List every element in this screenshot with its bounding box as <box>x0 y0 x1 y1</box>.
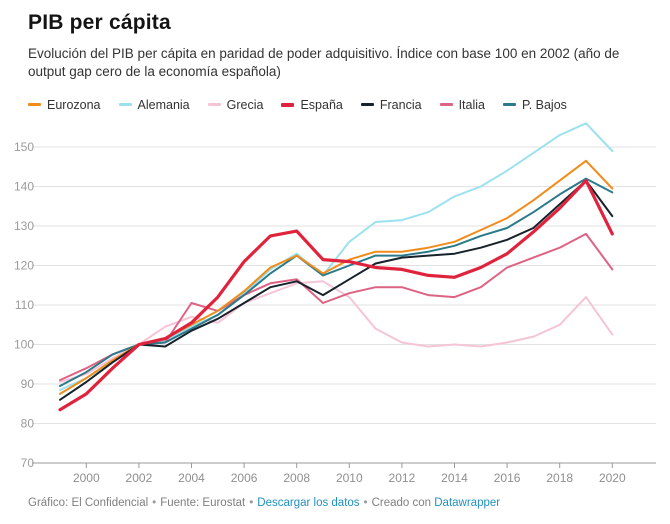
footer-separator: • <box>249 496 254 509</box>
footer: Gráfico: El Confidencial • Fuente: Eurosta… <box>28 497 670 509</box>
datawrapper-link[interactable]: Datawrapper <box>434 496 501 509</box>
x-axis-label: 2000 <box>73 471 100 485</box>
legend-label: España <box>300 97 343 112</box>
footer-created-with: Creado con <box>371 496 432 509</box>
x-axis-label: 2018 <box>546 471 573 485</box>
y-axis-label: 150 <box>14 140 34 154</box>
legend-item-italia: Italia <box>439 97 485 112</box>
chart-card: PIB per cápita Evolución del PIB per cáp… <box>14 11 670 509</box>
series-line-espana <box>58 178 614 411</box>
y-gridlines: 70 80 90 100 110 120 130 140 150 <box>14 140 656 470</box>
legend-swatch <box>439 103 453 107</box>
legend-item-eurozona: Eurozona <box>28 98 101 112</box>
legend-swatch <box>28 103 41 107</box>
chart-subtitle: Evolución del PIB per cápita en paridad … <box>28 46 620 80</box>
legend: Eurozona Alemania Grecia España Francia Itali… <box>28 98 670 112</box>
series-line-francia <box>59 179 614 401</box>
legend-label: P. Bajos <box>521 97 567 112</box>
download-link[interactable]: Descargar los datos <box>257 496 360 509</box>
x-axis-label: 2004 <box>178 471 205 485</box>
legend-label: Alemania <box>137 97 190 112</box>
series-line-eurozona <box>59 159 614 395</box>
y-axis-label: 90 <box>21 377 35 391</box>
y-axis-label: 130 <box>14 219 34 233</box>
legend-swatch <box>118 103 132 107</box>
y-axis-label: 110 <box>15 298 34 312</box>
legend-label: Grecia <box>226 97 264 112</box>
legend-label: Eurozona <box>47 97 101 112</box>
legend-swatch <box>207 103 221 107</box>
y-axis-label: 120 <box>14 258 34 272</box>
footer-credit: Gráfico: El Confidencial <box>28 496 149 509</box>
legend-swatch <box>502 103 516 107</box>
x-axis-label: 2006 <box>231 471 258 485</box>
x-axis-label: 2020 <box>599 471 626 485</box>
legend-swatch <box>281 102 295 107</box>
footer-separator: • <box>363 496 368 509</box>
footer-source: Fuente: Eurostat <box>160 496 246 509</box>
legend-item-pbajos: P. Bajos <box>502 97 567 112</box>
y-axis-label: 80 <box>21 416 35 430</box>
legend-label: Italia <box>458 97 485 112</box>
page-title: PIB per cápita <box>28 11 171 34</box>
line-chart: 70 80 90 100 110 120 130 140 150 2000 2002 2004 2006… <box>14 121 656 485</box>
x-axis-label: 2016 <box>494 471 521 485</box>
y-axis-label: 70 <box>21 456 35 470</box>
legend-item-francia: Francia <box>360 97 422 112</box>
x-axis-label: 2008 <box>283 471 310 485</box>
x-axis-label: 2012 <box>389 471 416 485</box>
series-line-pbajos <box>59 177 614 387</box>
legend-item-espana: España <box>281 97 343 112</box>
x-axis: 2000 2002 2004 2006 2008 2010 2012 2014 2016 2018… <box>73 462 626 485</box>
legend-item-alemania: Alemania <box>118 97 190 112</box>
x-axis-label: 2014 <box>441 471 468 485</box>
series-line-italia <box>59 232 614 381</box>
y-axis-label: 140 <box>14 179 34 193</box>
legend-swatch <box>360 103 374 107</box>
series-line-grecia <box>59 279 614 383</box>
legend-item-grecia: Grecia <box>207 97 264 112</box>
legend-label: Francia <box>379 97 422 112</box>
x-axis-label: 2002 <box>126 471 153 485</box>
footer-separator: • <box>152 496 157 509</box>
series-line-alemania <box>59 121 614 391</box>
y-axis-label: 100 <box>14 337 34 351</box>
x-axis-label: 2010 <box>336 471 363 485</box>
